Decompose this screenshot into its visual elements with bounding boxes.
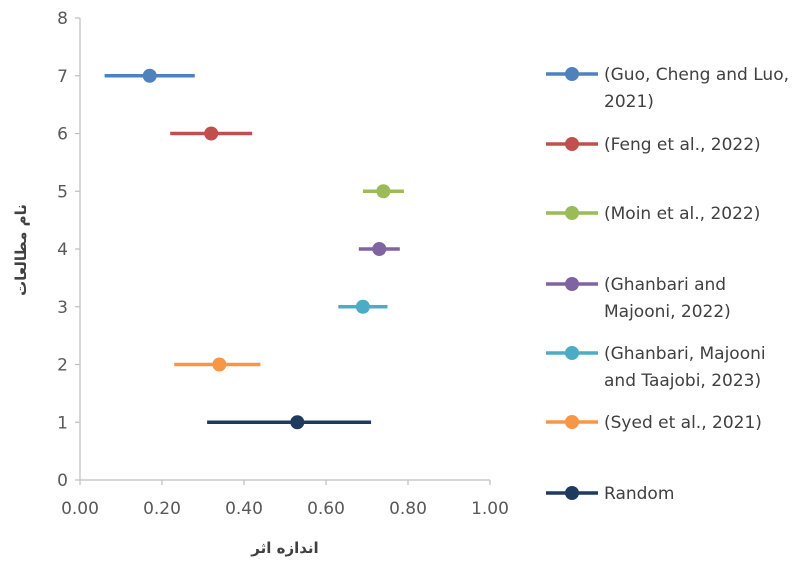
legend-label: (Ghanbari and [604, 275, 726, 295]
y-tick-label: 6 [57, 125, 68, 145]
y-axis-title: نام مطالعات [12, 204, 30, 296]
chart-marks [104, 68, 404, 430]
x-tick-label: 0.80 [389, 499, 427, 519]
x-tick-label: 1.00 [471, 499, 509, 519]
data-point [290, 415, 305, 430]
data-point [142, 68, 157, 83]
legend-label: and Taajobi, 2023) [604, 371, 761, 391]
legend-swatch-marker [565, 67, 579, 81]
legend-label: Random [604, 484, 674, 504]
y-tick-label: 0 [57, 471, 68, 491]
legend-swatch-marker [565, 277, 579, 291]
data-point [376, 184, 391, 199]
x-axis-ticks: 0.00 0.20 0.40 0.60 0.80 1.00 [61, 480, 509, 519]
y-tick-label: 7 [57, 67, 68, 87]
legend-swatch-marker [565, 346, 579, 360]
y-tick-label: 2 [57, 356, 68, 376]
legend-label: 2021) [604, 92, 654, 112]
y-tick-label: 3 [57, 298, 68, 318]
legend-swatch-marker [565, 486, 579, 500]
x-tick-label: 0.60 [307, 499, 345, 519]
chart-axes [79, 18, 490, 481]
chart-legend: (Guo, Cheng and Luo, 2021) (Feng et al., 2… [546, 65, 789, 504]
legend-label: (Moin et al., 2022) [604, 204, 760, 224]
legend-label: (Syed et al., 2021) [604, 413, 762, 433]
data-point [212, 357, 227, 372]
y-tick-label: 1 [57, 413, 68, 433]
legend-label: (Guo, Cheng and Luo, [604, 65, 789, 85]
legend-label: (Feng et al., 2022) [604, 135, 761, 155]
x-axis-title: اندازه اثر [250, 539, 318, 557]
legend-label: (Ghanbari, Majooni [604, 344, 766, 364]
y-tick-label: 8 [57, 9, 68, 29]
legend-label: Majooni, 2022) [604, 302, 731, 322]
x-tick-label: 0.40 [225, 499, 263, 519]
data-point [204, 126, 219, 141]
y-tick-label: 5 [57, 182, 68, 202]
x-tick-label: 0.20 [143, 499, 181, 519]
y-tick-label: 4 [57, 240, 68, 260]
data-point [355, 299, 370, 314]
legend-swatch-marker [565, 206, 579, 220]
x-tick-label: 0.00 [61, 499, 99, 519]
legend-swatch-marker [565, 137, 579, 151]
legend-swatch-marker [565, 415, 579, 429]
data-point [372, 242, 387, 256]
y-axis-ticks: 0 1 2 3 4 5 6 7 8 [57, 9, 80, 491]
